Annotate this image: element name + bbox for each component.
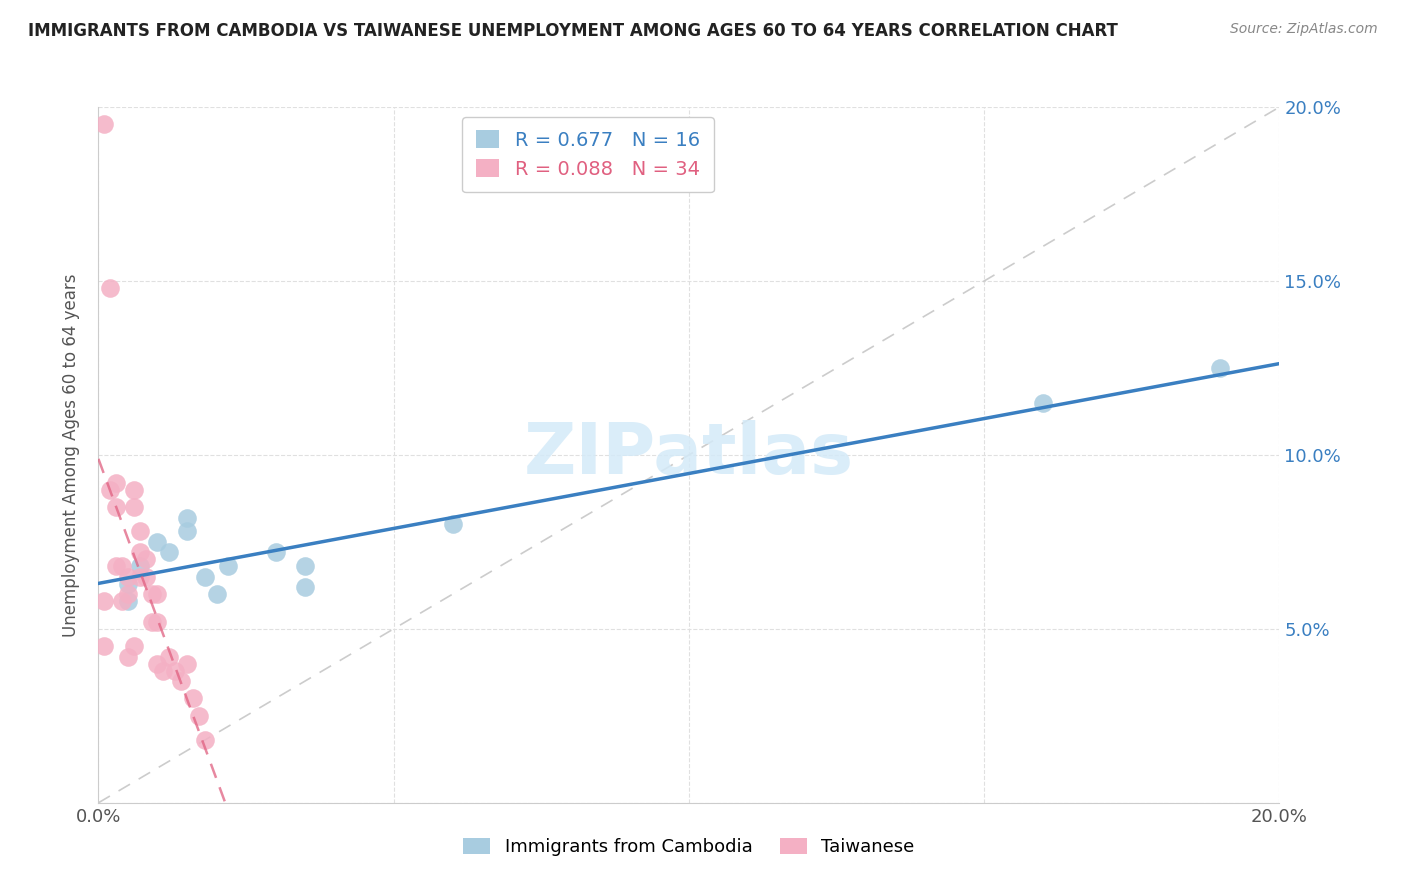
Point (146, 615, 169, 629)
Point (1209, 360, 1232, 375)
Point (93, 639, 115, 653)
Point (1032, 396, 1054, 410)
Legend: Immigrants from Cambodia, Taiwanese: Immigrants from Cambodia, Taiwanese (456, 830, 922, 863)
Point (194, 733, 217, 747)
Point (122, 500, 145, 514)
Point (128, 524, 150, 539)
Point (441, 517, 464, 532)
Point (117, 576, 139, 591)
Point (93, 117, 115, 131)
Point (170, 674, 193, 689)
Point (135, 570, 157, 584)
Point (105, 475, 128, 490)
Point (122, 639, 145, 653)
Point (128, 559, 150, 574)
Point (187, 708, 209, 723)
Point (176, 657, 198, 671)
Point (98, 281, 121, 295)
Point (105, 559, 128, 574)
Point (128, 570, 150, 584)
Point (176, 510, 198, 524)
Text: IMMIGRANTS FROM CAMBODIA VS TAIWANESE UNEMPLOYMENT AMONG AGES 60 TO 64 YEARS COR: IMMIGRANTS FROM CAMBODIA VS TAIWANESE UN… (28, 22, 1118, 40)
Y-axis label: Unemployment Among Ages 60 to 64 years: Unemployment Among Ages 60 to 64 years (62, 273, 80, 637)
Text: ZIPatlas: ZIPatlas (524, 420, 853, 490)
Point (93, 594, 115, 608)
Point (135, 552, 157, 566)
Point (205, 587, 228, 601)
Point (141, 587, 163, 601)
Point (98, 483, 121, 497)
Point (141, 615, 163, 629)
Point (146, 587, 169, 601)
Point (165, 664, 187, 678)
Point (117, 587, 139, 601)
Point (157, 649, 180, 664)
Point (264, 545, 287, 559)
Point (176, 524, 198, 539)
Point (122, 483, 145, 497)
Point (117, 570, 139, 584)
Point (294, 580, 316, 594)
Point (146, 534, 169, 549)
Point (181, 691, 204, 706)
Point (217, 559, 239, 574)
Text: Source: ZipAtlas.com: Source: ZipAtlas.com (1230, 22, 1378, 37)
Point (294, 559, 316, 574)
Point (105, 500, 128, 514)
Point (194, 570, 217, 584)
Point (111, 559, 134, 574)
Point (128, 545, 150, 559)
Point (152, 664, 174, 678)
Point (117, 649, 139, 664)
Point (117, 594, 139, 608)
Point (157, 545, 180, 559)
Point (111, 594, 134, 608)
Point (146, 657, 169, 671)
